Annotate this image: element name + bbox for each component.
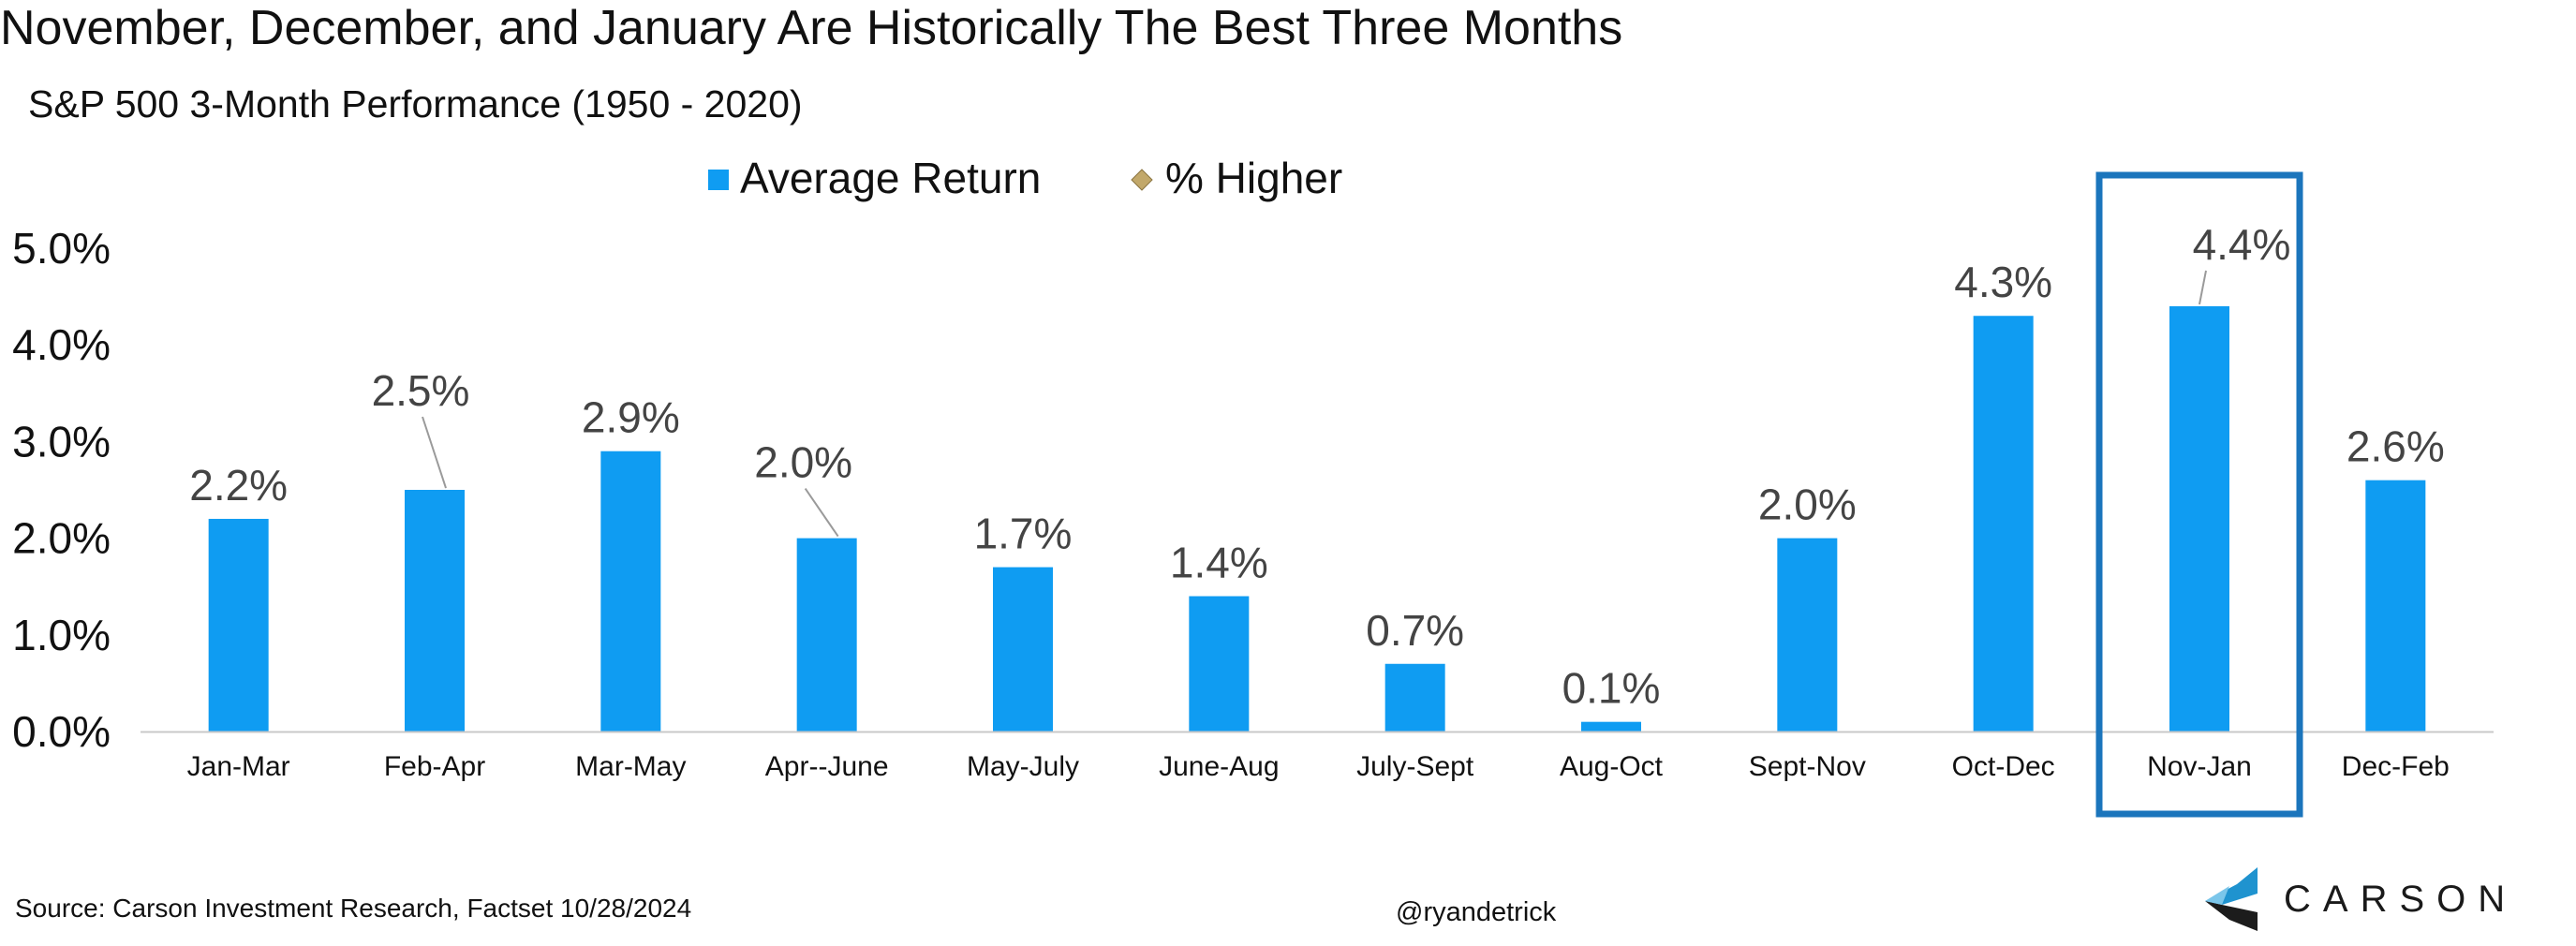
x-tick-label-oct-dec: Oct-Dec (1952, 751, 2055, 782)
data-label-dec-feb: 2.6% (2347, 422, 2445, 471)
bar-aug-oct (1581, 721, 1641, 732)
source-note: Source: Carson Investment Research, Fact… (15, 894, 692, 923)
x-tick-label-june-aug: June-Aug (1159, 751, 1279, 782)
legend-label-average-return: Average Return (740, 154, 1041, 202)
bar-jan-mar (208, 518, 269, 732)
x-tick-label-may-july: May-July (967, 751, 1079, 782)
bar-july-sept (1384, 663, 1445, 732)
x-tick-label-feb-apr: Feb-Apr (384, 751, 485, 782)
data-label-july-sept: 0.7% (1366, 606, 1464, 655)
bar-nov-jan (2169, 305, 2229, 732)
highlight-group (2095, 171, 2303, 818)
bar-mar-may (600, 451, 661, 732)
data-label-oct-dec: 4.3% (1954, 258, 2052, 306)
x-tick-label-july-sept: July-Sept (1356, 751, 1474, 782)
leader-line-feb-apr (422, 416, 447, 489)
legend-marker-average-return (708, 170, 729, 190)
x-tick-label-nov-jan: Nov-Jan (2147, 751, 2252, 782)
y-tick-label: 5.0% (12, 224, 111, 273)
legend: Average Return % Higher (708, 154, 1342, 202)
x-tick-label-aug-oct: Aug-Oct (1560, 751, 1664, 782)
leader-line-apr-june (804, 488, 839, 538)
y-axis: 0.0% 1.0% 2.0% 3.0% 4.0% 5.0% (12, 224, 111, 756)
legend-label-pct-higher: % Higher (1165, 154, 1342, 202)
y-tick-label: 0.0% (12, 707, 111, 756)
author-handle: @ryandetrick (1396, 897, 1557, 927)
data-label-feb-apr: 2.5% (372, 366, 470, 415)
data-label-june-aug: 1.4% (1170, 539, 1268, 587)
x-tick-label-sept-nov: Sept-Nov (1749, 751, 1866, 782)
bar-june-aug (1189, 596, 1250, 732)
carson-logo-mark (2205, 867, 2258, 931)
legend-marker-pct-higher (1131, 169, 1153, 191)
data-label-mar-may: 2.9% (582, 393, 680, 442)
data-labels-group: 2.2% 2.5% 2.9% 2.0% 1.7% 1.4% 0.7% 0.1% 2.0% 4.3%… (189, 220, 2445, 713)
bar-oct-dec (1973, 316, 2034, 732)
y-tick-label: 3.0% (12, 417, 111, 466)
bar-feb-apr (405, 490, 465, 732)
x-axis: Jan-Mar Feb-Apr Mar-May Apr--June May-July Ju… (141, 731, 2494, 782)
highlight-box-nov-jan (2095, 171, 2303, 818)
bar-sept-nov (1777, 538, 1838, 732)
bars-group (208, 305, 2426, 732)
chart-title: November, December, and January Are Hist… (0, 1, 1623, 55)
bar-dec-feb (2365, 480, 2426, 732)
leader-line-nov-jan (2198, 270, 2207, 305)
chart-subtitle: S&P 500 3-Month Performance (1950 - 2020… (28, 82, 803, 126)
carson-logo: CARSON (2201, 864, 2517, 935)
x-tick-label-dec-feb: Dec-Feb (2342, 751, 2450, 782)
data-label-aug-oct: 0.1% (1562, 664, 1661, 713)
bar-apr-june (796, 538, 857, 732)
y-tick-label: 2.0% (12, 514, 111, 563)
x-tick-label-mar-may: Mar-May (575, 751, 686, 782)
x-tick-label-jan-mar: Jan-Mar (187, 751, 290, 782)
carson-logo-text: CARSON (2284, 878, 2518, 920)
y-tick-label: 1.0% (12, 611, 111, 659)
data-label-nov-jan: 4.4% (2193, 220, 2291, 269)
data-label-may-july: 1.7% (974, 510, 1073, 558)
data-label-sept-nov: 2.0% (1758, 480, 1857, 529)
data-label-jan-mar: 2.2% (189, 461, 288, 510)
bar-may-july (993, 567, 1053, 732)
x-tick-label-apr-june: Apr--June (765, 751, 889, 782)
y-tick-label: 4.0% (12, 320, 111, 369)
data-label-apr-june: 2.0% (754, 438, 852, 487)
